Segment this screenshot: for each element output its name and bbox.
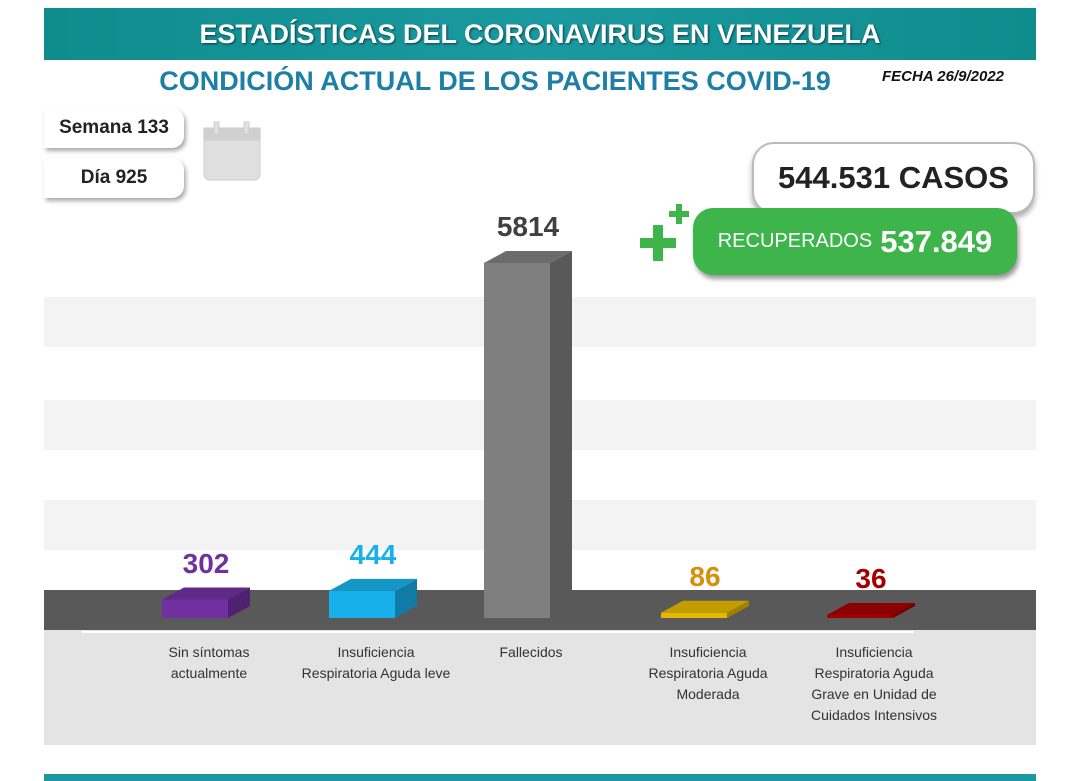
category-label: Insuficiencia Respiratoria Aguda Grave e…	[810, 644, 938, 723]
calendar-icon	[203, 121, 261, 181]
bar-side	[228, 587, 250, 618]
subtitle: CONDICIÓN ACTUAL DE LOS PACIENTES COVID-…	[159, 66, 831, 96]
cases: 544.531 CASOS	[752, 142, 1035, 214]
recovered-label: RECUPERADOS	[717, 230, 873, 252]
bar-top	[661, 600, 749, 613]
bar-top	[162, 587, 250, 600]
bar	[484, 263, 550, 618]
chart	[44, 121, 1036, 745]
category-label: Sin síntomas actualmente	[168, 644, 250, 681]
category-label: Fallecidos	[499, 644, 563, 660]
bar-side	[550, 251, 572, 618]
bar-side	[395, 578, 417, 618]
value-label: 5814	[496, 211, 560, 242]
category-label: Insuficiencia Respiratoria Aguda Moderad…	[648, 644, 768, 702]
plus-icon	[640, 204, 689, 261]
title: ESTADÍSTICAS DEL CORONAVIRUS EN VENEZUEL…	[44, 8, 1036, 60]
date: FECHA 26/9/2022	[882, 68, 1005, 85]
category-label: Insuficiencia Respiratoria Aguda leve	[301, 644, 451, 681]
value-label: 36	[855, 563, 887, 594]
bar	[827, 615, 893, 618]
bar	[162, 599, 228, 618]
bar-top	[827, 603, 915, 615]
bar-side	[727, 600, 749, 618]
week: Semana 133	[44, 108, 184, 148]
bar	[329, 590, 395, 618]
bar-top	[484, 251, 572, 263]
day: Día 925	[44, 158, 184, 198]
value-label: 302	[182, 547, 230, 579]
recovered-value: 537.849	[880, 223, 993, 259]
value-label: 86	[689, 560, 721, 592]
bottom-strip	[44, 774, 1036, 781]
value-label: 444	[349, 538, 397, 570]
bar-top	[329, 578, 417, 591]
recovered-box: RECUPERADOS 537.849	[693, 208, 1017, 275]
bar	[661, 612, 727, 618]
bar-side	[893, 603, 915, 618]
